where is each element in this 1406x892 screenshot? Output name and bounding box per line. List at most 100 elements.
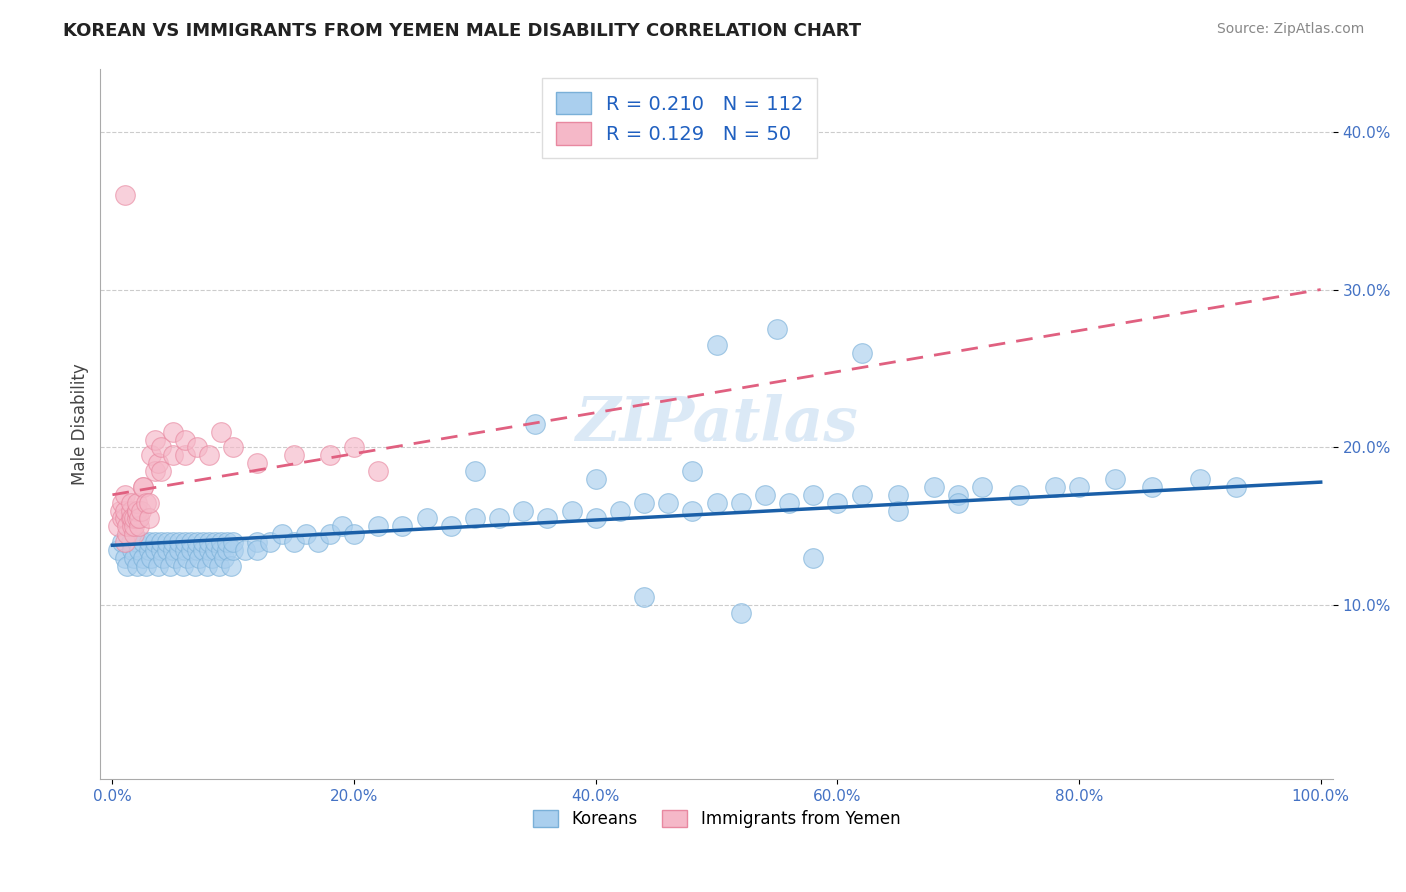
Point <box>246 456 269 470</box>
Point <box>209 425 232 439</box>
Point <box>198 448 221 462</box>
Point <box>219 558 242 573</box>
Point <box>174 535 197 549</box>
Point <box>801 488 824 502</box>
Point <box>222 441 245 455</box>
Point <box>512 503 534 517</box>
Point <box>167 535 190 549</box>
Point <box>585 511 607 525</box>
Point <box>139 448 162 462</box>
Point <box>122 550 145 565</box>
Point <box>131 535 153 549</box>
Point <box>131 503 153 517</box>
Point <box>801 550 824 565</box>
Point <box>585 472 607 486</box>
Point <box>174 543 197 558</box>
Point <box>172 558 194 573</box>
Point <box>766 322 789 336</box>
Point <box>209 535 232 549</box>
Point <box>108 503 131 517</box>
Point <box>681 464 703 478</box>
Point <box>851 345 873 359</box>
Point <box>217 543 239 558</box>
Point <box>107 543 129 558</box>
Point <box>633 591 655 605</box>
Point <box>114 503 136 517</box>
Point <box>191 535 214 549</box>
Point <box>128 511 150 525</box>
Point <box>125 503 148 517</box>
Point <box>922 480 945 494</box>
Point <box>330 519 353 533</box>
Point <box>198 535 221 549</box>
Point <box>120 503 142 517</box>
Point <box>174 448 197 462</box>
Point <box>115 558 138 573</box>
Point <box>319 448 342 462</box>
Point <box>131 480 153 494</box>
Point <box>222 535 245 549</box>
Point <box>152 550 174 565</box>
Point <box>186 543 208 558</box>
Point <box>114 535 136 549</box>
Point <box>149 464 172 478</box>
Point <box>135 496 157 510</box>
Point <box>609 503 631 517</box>
Point <box>114 187 136 202</box>
Point <box>657 496 679 510</box>
Point <box>706 496 728 510</box>
Text: Source: ZipAtlas.com: Source: ZipAtlas.com <box>1216 22 1364 37</box>
Y-axis label: Male Disability: Male Disability <box>72 363 89 484</box>
Point <box>195 558 218 573</box>
Point <box>343 527 366 541</box>
Point <box>246 543 269 558</box>
Point <box>851 488 873 502</box>
Point <box>162 448 184 462</box>
Point <box>143 543 166 558</box>
Point <box>183 558 205 573</box>
Point <box>128 543 150 558</box>
Point <box>464 464 486 478</box>
Point <box>1188 472 1211 486</box>
Point <box>415 511 437 525</box>
Point <box>122 511 145 525</box>
Point <box>138 535 160 549</box>
Point <box>149 543 172 558</box>
Point <box>440 519 463 533</box>
Point <box>778 496 800 510</box>
Point <box>209 543 232 558</box>
Text: ZIPatlas: ZIPatlas <box>575 393 858 454</box>
Point <box>233 543 256 558</box>
Point <box>111 535 134 549</box>
Point <box>191 543 214 558</box>
Point <box>259 535 281 549</box>
Point <box>107 519 129 533</box>
Point <box>887 488 910 502</box>
Point <box>114 488 136 502</box>
Point <box>246 535 269 549</box>
Point <box>307 535 329 549</box>
Point <box>1140 480 1163 494</box>
Point <box>1067 480 1090 494</box>
Point <box>114 511 136 525</box>
Point <box>115 527 138 541</box>
Point <box>681 503 703 517</box>
Point <box>135 558 157 573</box>
Point <box>186 441 208 455</box>
Point <box>176 550 198 565</box>
Point <box>122 519 145 533</box>
Point <box>125 535 148 549</box>
Point <box>138 496 160 510</box>
Point <box>180 543 202 558</box>
Point <box>162 425 184 439</box>
Point <box>148 558 170 573</box>
Point <box>159 558 181 573</box>
Point <box>143 433 166 447</box>
Point <box>730 496 752 510</box>
Point <box>162 543 184 558</box>
Point <box>125 511 148 525</box>
Point <box>120 511 142 525</box>
Point <box>165 550 187 565</box>
Point <box>138 511 160 525</box>
Point <box>125 558 148 573</box>
